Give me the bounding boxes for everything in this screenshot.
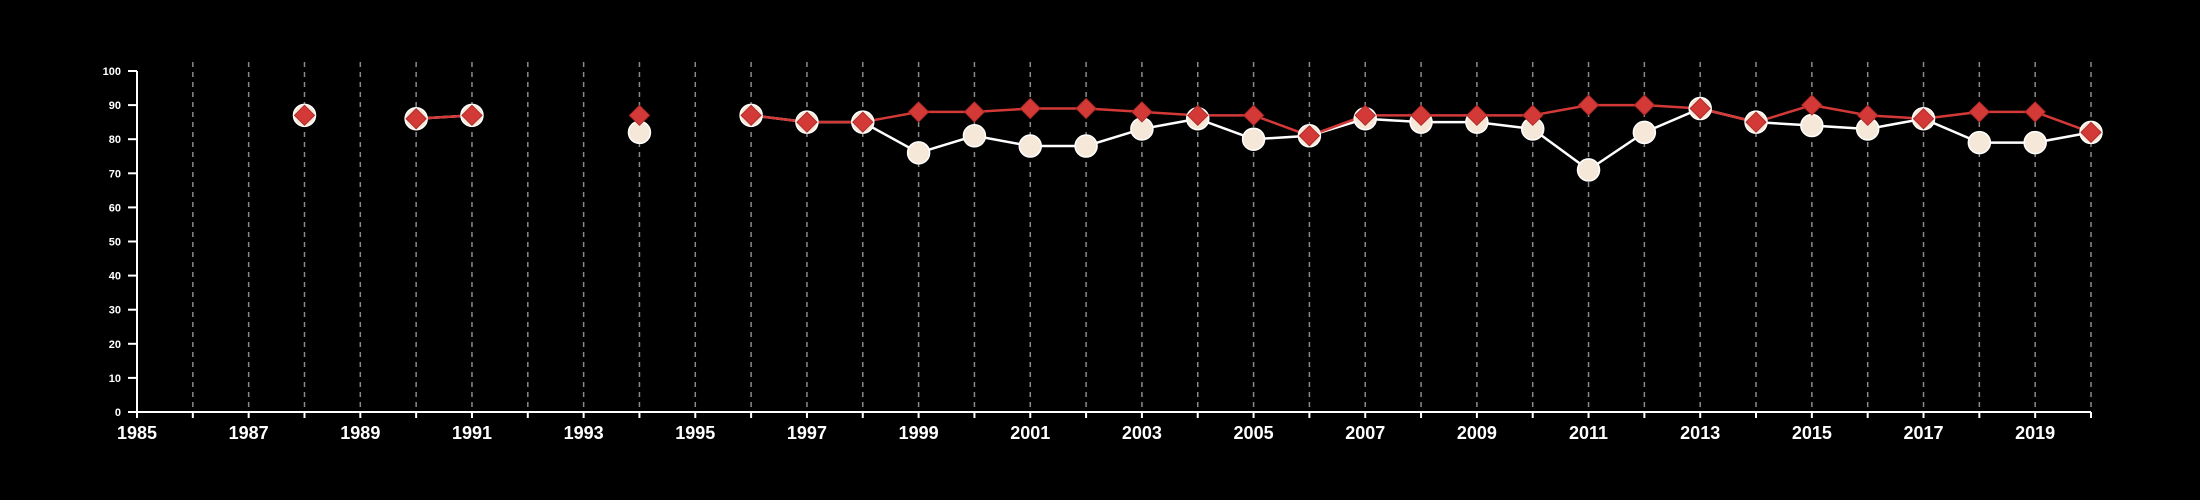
series-2-point xyxy=(963,101,986,123)
series-2-point xyxy=(1242,104,1265,127)
x-tick-label: 2015 xyxy=(1792,423,1832,443)
x-tick-label: 1999 xyxy=(899,423,939,443)
y-tick-label: 100 xyxy=(103,66,121,78)
series-2-point xyxy=(1801,94,1823,116)
grid-layer xyxy=(192,62,2092,412)
y-tick-label: 40 xyxy=(109,271,121,283)
series-1-point xyxy=(1632,120,1657,145)
y-tick-label: 20 xyxy=(109,339,121,351)
series-1-point xyxy=(906,141,931,165)
series-2-point xyxy=(2080,121,2102,144)
series-2-point xyxy=(852,111,874,133)
series-1-point xyxy=(2023,130,2047,155)
series-2-point xyxy=(1689,97,1711,120)
series-2-point xyxy=(2024,101,2046,123)
y-tick-label: 70 xyxy=(109,168,121,180)
series-2-point xyxy=(1745,111,1767,133)
series-1-point xyxy=(1967,130,1992,155)
series-2-point xyxy=(461,104,483,127)
series-1-point xyxy=(1018,134,1043,158)
series-2-point xyxy=(1577,94,1600,116)
series-1-point xyxy=(1074,134,1098,158)
y-tick-label: 60 xyxy=(109,202,121,214)
x-tick-label: 2003 xyxy=(1122,423,1162,443)
series-2-point xyxy=(1075,97,1097,120)
series-2-point xyxy=(1968,101,1991,123)
series-2-point xyxy=(1187,104,1209,127)
series-2-point xyxy=(907,101,930,123)
x-tick-label: 1989 xyxy=(340,423,380,443)
x-tick-label: 2007 xyxy=(1345,423,1385,443)
x-tick-label: 1997 xyxy=(787,423,827,443)
x-tick-label: 1985 xyxy=(117,423,157,443)
y-tick-label: 0 xyxy=(115,407,121,419)
x-tick-label: 1991 xyxy=(452,423,492,443)
series-layer xyxy=(292,94,2103,182)
series-2-point xyxy=(1019,97,1041,120)
series-2-point xyxy=(1522,104,1544,127)
series-2-point xyxy=(1298,125,1321,147)
x-tick-label: 2001 xyxy=(1010,423,1050,443)
series-2-point xyxy=(405,108,427,130)
series-2-point xyxy=(796,111,818,133)
series-1-point xyxy=(1800,113,1824,138)
series-2-point xyxy=(293,104,316,127)
x-tick-label: 1987 xyxy=(229,423,269,443)
y-tick-label: 80 xyxy=(109,134,121,146)
y-tick-label: 90 xyxy=(109,100,121,112)
series-2-point xyxy=(628,104,651,127)
x-tick-label: 1993 xyxy=(564,423,604,443)
series-1-point xyxy=(962,124,987,148)
x-tick-label: 2013 xyxy=(1680,423,1720,443)
series-2-point xyxy=(1633,94,1656,116)
x-tick-label: 2011 xyxy=(1569,423,1608,443)
y-tick-label: 10 xyxy=(109,373,121,385)
x-tick-label: 2019 xyxy=(2015,423,2055,443)
series-1-point xyxy=(1241,127,1266,151)
y-tick-label: 30 xyxy=(109,305,121,317)
y-tick-label: 50 xyxy=(109,237,121,249)
x-tick-label: 2017 xyxy=(1903,423,1943,443)
series-2-point xyxy=(1466,104,1488,127)
series-2-point xyxy=(1410,104,1432,127)
series-2-point xyxy=(1131,101,1153,123)
x-tick-label: 2005 xyxy=(1234,423,1274,443)
axes-layer: 0 10 20 30 40 50 60 70 80 90 100 1985 1987 1989 1991 19… xyxy=(103,66,2092,443)
x-tick-label: 1995 xyxy=(675,423,715,443)
x-tick-label: 2009 xyxy=(1457,423,1497,443)
series-2-point xyxy=(1354,104,1376,127)
series-1-point xyxy=(1576,158,1601,182)
series-2-point xyxy=(740,104,762,127)
series-2-point xyxy=(1856,104,1879,127)
series-2-point xyxy=(1912,108,1935,130)
